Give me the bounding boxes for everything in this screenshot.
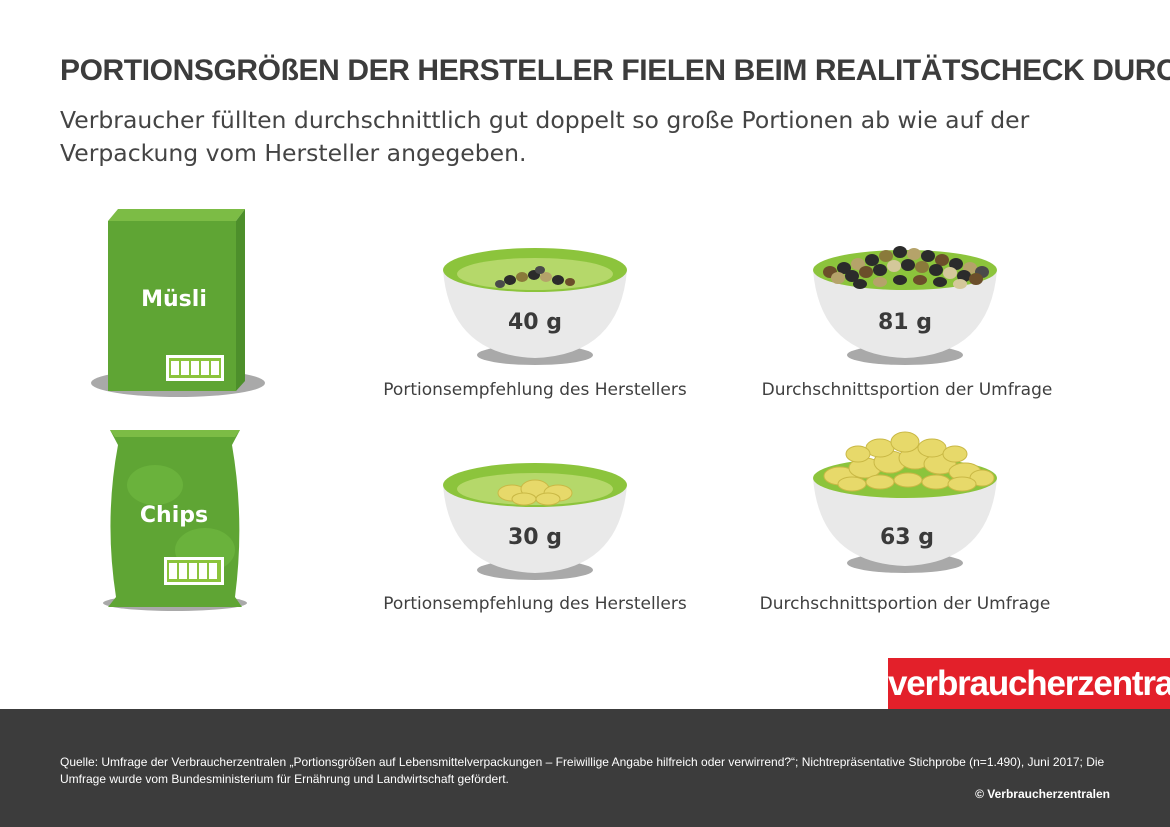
muesli-survey-caption: Durchschnittsportion der Umfrage <box>761 380 1053 400</box>
chips-bag-icon <box>100 425 260 615</box>
footer: Quelle: Umfrage der Verbraucherzentralen… <box>0 709 1170 827</box>
page-subtitle: Verbraucher füllten durchschnittlich gut… <box>60 106 1030 167</box>
muesli-recommended-weight: 40 g <box>507 310 563 335</box>
muesli-survey-weight: 81 g <box>877 310 933 335</box>
copyright-note: © Verbraucherzentralen <box>975 787 1110 801</box>
verbraucherzentrale-logo: verbraucherzentrale <box>888 658 1170 710</box>
chips-survey-weight: 63 g <box>879 525 935 550</box>
chips-recommended-caption: Portionsempfehlung des Herstellers <box>383 594 687 614</box>
muesli-recommended-bowl-icon <box>440 240 630 370</box>
chips-survey-caption: Durchschnittsportion der Umfrage <box>759 594 1051 614</box>
page-title: PORTIONSGRÖßEN DER HERSTELLER FIELEN BEI… <box>60 54 1170 87</box>
muesli-recommended-caption: Portionsempfehlung des Herstellers <box>383 380 687 400</box>
muesli-survey-bowl-icon <box>810 232 1000 370</box>
cereal-box-icon <box>90 205 270 400</box>
source-note: Quelle: Umfrage der Verbraucherzentralen… <box>60 755 1105 786</box>
chips-recommended-bowl-icon <box>440 455 630 585</box>
chips-package-label: Chips <box>139 503 209 528</box>
chips-survey-bowl-icon <box>810 428 1000 578</box>
chips-recommended-weight: 30 g <box>507 525 563 550</box>
muesli-package-label: Müsli <box>141 287 207 312</box>
